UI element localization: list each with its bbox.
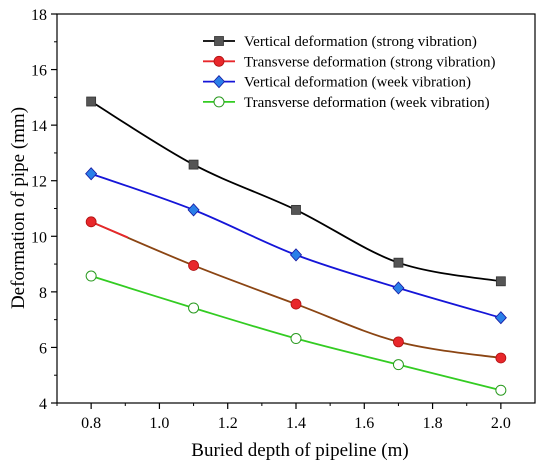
data-point: [85, 216, 97, 228]
data-point: [291, 204, 301, 215]
data-point: [289, 248, 303, 262]
y-tick-label: 4: [39, 396, 47, 413]
y-tick-label: 10: [31, 229, 47, 246]
data-point: [392, 281, 405, 295]
data-point: [188, 260, 199, 271]
y-tick-label: 6: [39, 340, 47, 357]
series-4: [85, 270, 507, 396]
series-1: [86, 96, 506, 287]
data-point: [495, 384, 507, 396]
data-point: [213, 96, 225, 108]
plot-area: [85, 96, 507, 396]
axes: 0.8 1.0 1.2 1.4 1.6 1.8 2.0 4 6 8 10 12 14 16 18: [31, 7, 536, 432]
x-tick-label: 1.0: [149, 415, 169, 432]
x-tick-label: 2.0: [491, 415, 511, 432]
data-point: [214, 36, 224, 46]
data-point: [188, 302, 200, 314]
y-tick-label: 16: [31, 63, 47, 80]
y-tick-label: 8: [39, 285, 47, 302]
series-line-accent: [90, 221, 194, 267]
data-point: [85, 270, 97, 282]
x-tick-label: 1.4: [286, 415, 306, 432]
data-point: [495, 276, 506, 287]
data-point: [290, 333, 302, 345]
data-point: [213, 55, 225, 67]
series-3: [85, 167, 507, 325]
y-tick-label: 12: [31, 174, 47, 191]
x-tick-label: 1.2: [218, 415, 238, 432]
y-tick-label: 14: [31, 118, 47, 135]
x-tick-label: 1.6: [354, 415, 374, 432]
data-point: [393, 336, 404, 348]
x-axis-title: Buried depth of pipeline (m): [191, 440, 408, 461]
data-point: [290, 298, 302, 310]
data-point: [212, 75, 226, 89]
data-point: [187, 203, 200, 217]
legend-label: Transverse deformation (strong vibration…: [244, 54, 495, 70]
legend-label: Vertical deformation (strong vibration): [244, 34, 477, 50]
data-point: [494, 311, 507, 325]
legend-item: Vertical deformation (week vibration): [203, 75, 471, 91]
legend-item: Transverse deformation (week vibration): [203, 95, 490, 111]
data-point: [188, 159, 199, 170]
legend-item: Vertical deformation (strong vibration): [203, 34, 477, 50]
data-point: [392, 359, 404, 371]
legend-label: Vertical deformation (week vibration): [244, 75, 471, 91]
x-tick-label: 1.8: [423, 415, 443, 432]
legend-item: Transverse deformation (strong vibration…: [203, 54, 495, 70]
y-axis-title: Deformation of pipe (mm): [8, 107, 29, 309]
data-point: [85, 167, 98, 181]
data-point: [393, 257, 404, 268]
y-tick-label: 18: [31, 7, 47, 24]
data-point: [86, 96, 97, 107]
data-point: [495, 352, 507, 364]
legend: Vertical deformation (strong vibration) T…: [203, 34, 495, 111]
x-tick-label: 0.8: [81, 415, 101, 432]
legend-label: Transverse deformation (week vibration): [244, 95, 490, 111]
series-2: [85, 216, 507, 364]
